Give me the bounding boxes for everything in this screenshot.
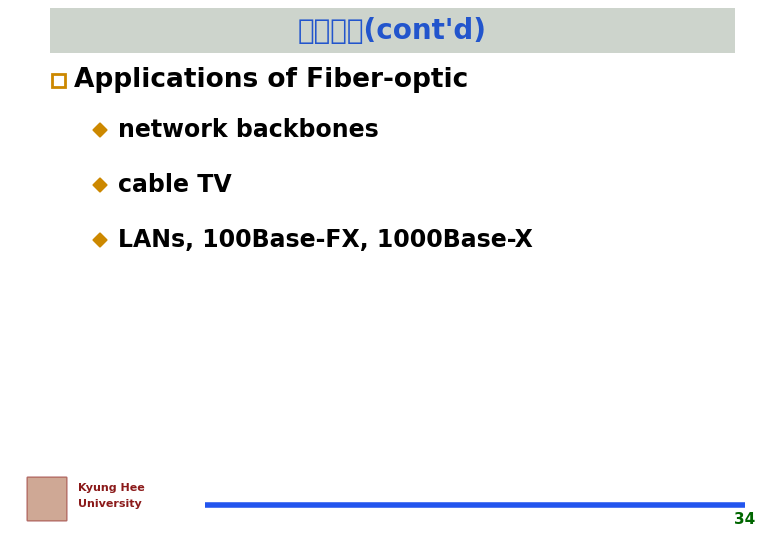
FancyBboxPatch shape [27,477,67,521]
Bar [52,73,65,86]
Text: University: University [78,499,142,509]
Text: LANs, 100Base-FX, 1000Base-X: LANs, 100Base-FX, 1000Base-X [118,228,533,252]
Text: 유도매체(cont'd): 유도매체(cont'd) [298,17,487,44]
Polygon shape [93,123,107,137]
Polygon shape [93,178,107,192]
Text: Kyung Hee: Kyung Hee [78,483,145,493]
Text: cable TV: cable TV [118,173,232,197]
Text: Applications of Fiber-optic: Applications of Fiber-optic [74,67,468,93]
Text: network backbones: network backbones [118,118,379,142]
FancyBboxPatch shape [50,8,735,53]
Polygon shape [93,233,107,247]
Text: 34: 34 [734,512,755,528]
